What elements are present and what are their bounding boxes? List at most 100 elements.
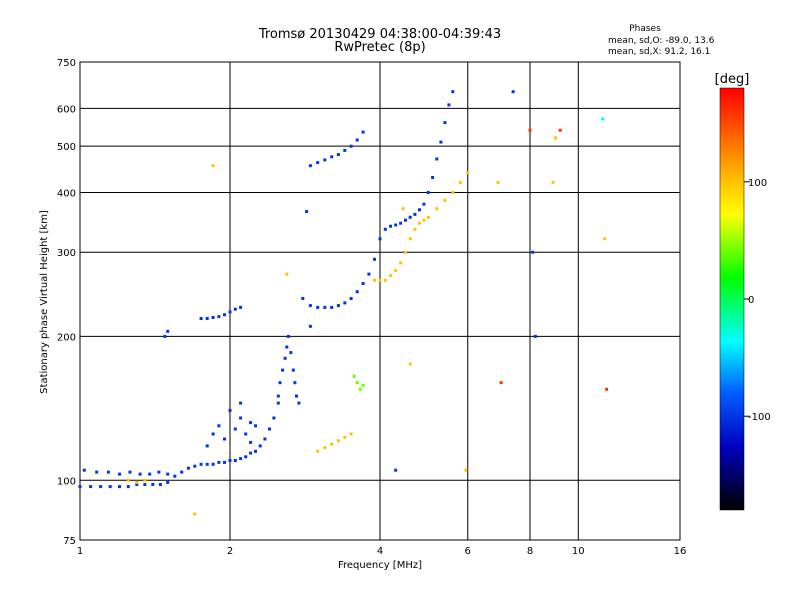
data-point <box>244 432 248 436</box>
data-point <box>228 310 232 314</box>
data-point <box>249 421 253 425</box>
data-point <box>108 485 112 489</box>
data-point <box>551 180 555 184</box>
data-point <box>422 202 426 206</box>
data-point <box>254 424 257 428</box>
data-point <box>205 444 209 448</box>
data-point <box>268 427 271 431</box>
data-point <box>499 381 503 385</box>
data-point <box>383 227 387 231</box>
data-point <box>217 424 221 428</box>
data-point <box>138 472 142 476</box>
data-point <box>349 144 353 148</box>
data-point <box>258 444 262 448</box>
y-tick-label: 600 <box>57 104 76 115</box>
series-points <box>352 374 365 391</box>
data-point <box>378 278 382 282</box>
data-point <box>135 480 139 484</box>
data-point <box>343 148 347 152</box>
data-point <box>323 446 327 450</box>
data-point <box>193 464 197 468</box>
data-point <box>89 485 93 489</box>
data-point <box>308 324 312 328</box>
data-point <box>228 459 232 462</box>
data-point <box>443 121 447 125</box>
data-point <box>193 512 197 516</box>
data-point <box>451 191 455 194</box>
phases-stat-o: mean, sd,O: -89.0, 13.6 <box>608 36 715 46</box>
data-point <box>330 305 334 309</box>
data-point <box>263 437 267 441</box>
data-point <box>106 470 110 474</box>
data-point <box>401 207 405 211</box>
data-point <box>276 394 280 398</box>
data-point <box>422 218 426 222</box>
data-point <box>239 305 243 309</box>
data-point <box>394 268 398 272</box>
data-point <box>291 368 295 372</box>
data-point <box>394 468 398 472</box>
series-points <box>193 90 609 516</box>
data-point <box>148 472 152 476</box>
data-point <box>126 478 130 482</box>
data-point <box>443 198 447 202</box>
data-point <box>308 164 312 168</box>
data-point <box>316 449 320 453</box>
data-point <box>211 316 215 319</box>
series-points <box>316 432 353 453</box>
data-point <box>281 368 285 372</box>
data-point <box>352 374 356 378</box>
colorbar-ticks: 100 0 -100 <box>744 178 771 423</box>
data-point <box>464 468 468 472</box>
data-point <box>233 307 237 311</box>
data-point <box>447 103 451 107</box>
data-point <box>239 457 243 461</box>
data-point <box>316 161 320 165</box>
x-tick-label: 16 <box>674 546 687 557</box>
data-point <box>349 297 353 300</box>
y-tick-label: 100 <box>57 476 76 487</box>
x-tick-label: 4 <box>377 546 383 557</box>
y-axis-label: Stationary phase Virtual Height [km] <box>39 210 50 394</box>
data-point <box>413 227 417 231</box>
data-point <box>408 237 412 241</box>
data-point <box>285 345 289 349</box>
x-tick-label: 2 <box>227 546 233 557</box>
data-point <box>228 408 232 412</box>
data-point <box>361 130 365 134</box>
data-point <box>305 210 309 213</box>
data-point <box>295 394 298 398</box>
data-point <box>118 472 121 476</box>
x-tick-label: 10 <box>572 546 585 557</box>
series-points <box>82 468 170 476</box>
data-point <box>316 305 320 309</box>
data-point <box>301 297 305 300</box>
data-point <box>118 485 121 489</box>
series-points <box>373 171 470 282</box>
data-point <box>173 474 177 478</box>
data-point <box>99 485 103 489</box>
data-point <box>439 140 443 144</box>
colorbar-tick-label: -100 <box>748 412 771 423</box>
data-point <box>426 191 430 194</box>
data-point <box>283 356 287 360</box>
data-point <box>157 470 161 474</box>
data-point <box>554 136 557 140</box>
data-point <box>233 459 237 462</box>
data-point <box>82 468 86 472</box>
data-point <box>383 278 387 282</box>
data-point <box>128 470 132 474</box>
chart-subtitle: RwPretec (8p) <box>334 40 425 55</box>
series-points <box>308 130 365 168</box>
x-axis-label: Frequency [MHz] <box>338 560 422 571</box>
data-point <box>394 223 398 227</box>
data-point <box>355 290 359 294</box>
data-point <box>293 381 297 385</box>
grid-lines <box>80 62 680 540</box>
data-point <box>378 237 382 241</box>
data-point <box>343 301 347 305</box>
series-points <box>276 334 301 405</box>
data-point <box>285 272 289 276</box>
x-tick-label: 1 <box>77 546 83 557</box>
